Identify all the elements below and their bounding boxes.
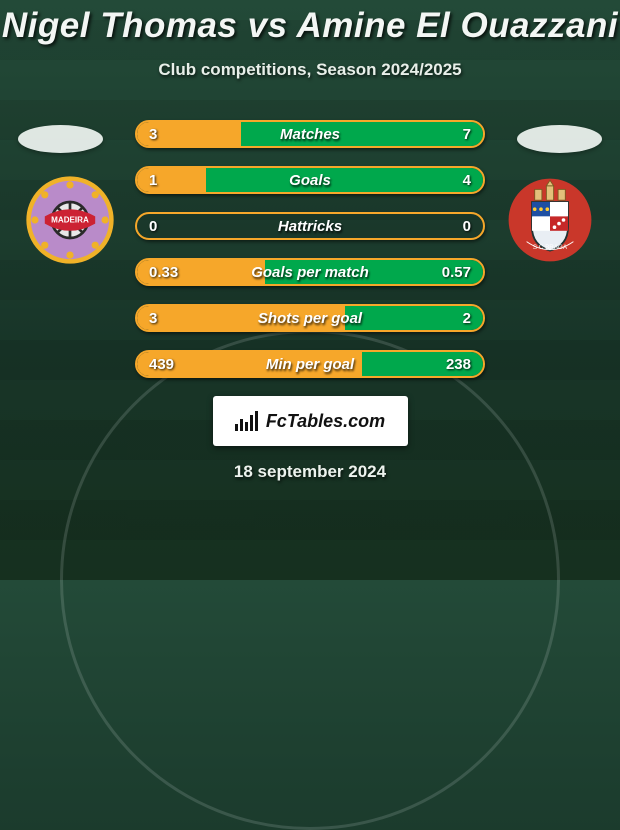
page-subtitle: Club competitions, Season 2024/2025 [0, 60, 620, 80]
stat-value-right: 238 [446, 352, 471, 376]
stat-value-right: 2 [463, 306, 471, 330]
stat-bar-matches: 37Matches [135, 120, 485, 148]
svg-text:MADEIRA: MADEIRA [51, 216, 89, 225]
stat-value-left: 3 [149, 122, 157, 146]
stat-value-left: 1 [149, 168, 157, 192]
bar-fill-right [241, 122, 483, 146]
stat-value-right: 7 [463, 122, 471, 146]
bar-fill-left [137, 168, 206, 192]
bar-fill-left [137, 306, 345, 330]
logo-text: FcTables.com [266, 411, 385, 432]
stat-value-right: 0 [463, 214, 471, 238]
stat-value-left: 439 [149, 352, 174, 376]
fctables-logo[interactable]: FcTables.com [213, 396, 408, 446]
club-crest-right: S C BRAGA [505, 175, 595, 265]
stats-container: 37Matches14Goals00Hattricks0.330.57Goals… [135, 120, 485, 378]
stat-bar-goals-per-match: 0.330.57Goals per match [135, 258, 485, 286]
player-halo-right [517, 125, 602, 153]
stat-value-left: 0.33 [149, 260, 178, 284]
stat-value-right: 4 [463, 168, 471, 192]
stat-value-right: 0.57 [442, 260, 471, 284]
bar-fill-right [206, 168, 483, 192]
stat-value-left: 0 [149, 214, 157, 238]
stat-bar-goals: 14Goals [135, 166, 485, 194]
player-halo-left [18, 125, 103, 153]
stat-bar-hattricks: 0 0Hattricks [135, 212, 485, 240]
stat-bar-shots-per-goal: 32Shots per goal [135, 304, 485, 332]
footer-date: 18 september 2024 [0, 462, 620, 482]
stat-value-left: 3 [149, 306, 157, 330]
page-title: Nigel Thomas vs Amine El Ouazzani [0, 0, 620, 46]
stat-bar-min-per-goal: 439238Min per goal [135, 350, 485, 378]
club-crest-left: MADEIRA [25, 175, 115, 265]
logo-bars-icon [235, 411, 258, 431]
svg-text:S C BRAGA: S C BRAGA [533, 244, 568, 251]
stat-label: Hattricks [137, 214, 483, 238]
